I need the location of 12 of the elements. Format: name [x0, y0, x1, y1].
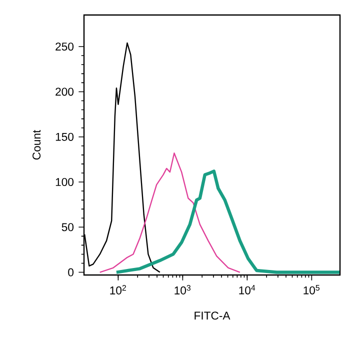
x-tick-label: 10$^{5}$ [304, 285, 320, 294]
y-tick-label: 150 [56, 132, 74, 141]
x-tick-label: 10$^{4}$ [239, 285, 256, 294]
y-tick-label: 50 [62, 223, 74, 232]
x-tick-label: 10$^{3}$ [174, 285, 191, 294]
y-tick-label: 0 [68, 268, 74, 276]
y-tick-label: 100 [56, 178, 74, 186]
y-tick-label: 250 [56, 42, 74, 51]
y-axis-title: Count [32, 130, 41, 160]
x-tick-label: 10$^{2}$ [110, 285, 126, 294]
x-axis-title: FITC-A [194, 312, 230, 320]
y-tick-label: 200 [56, 88, 74, 96]
